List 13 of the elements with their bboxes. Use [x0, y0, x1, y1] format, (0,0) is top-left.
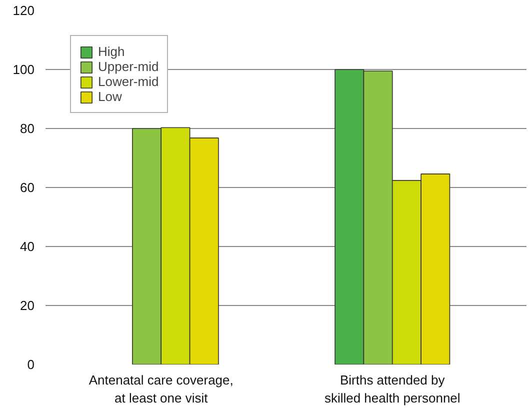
y-tick-label: 60 [20, 180, 35, 195]
y-tick-label: 0 [27, 357, 35, 372]
legend-label: Low [98, 89, 122, 104]
legend-label: Upper-mid [98, 59, 159, 74]
x-tick-label: Antenatal care coverage, at least one visit [88, 372, 234, 406]
y-tick-label: 40 [20, 239, 35, 254]
legend-label: High [98, 44, 125, 59]
y-tick-label: 80 [20, 121, 35, 136]
legend-label: Lower-mid [98, 74, 159, 89]
y-tick-label: 100 [12, 62, 35, 77]
y-tick-label: 20 [20, 298, 35, 313]
y-tick-label: 120 [12, 3, 35, 18]
x-tick-label: Births attended by skilled health personnel [324, 372, 460, 406]
